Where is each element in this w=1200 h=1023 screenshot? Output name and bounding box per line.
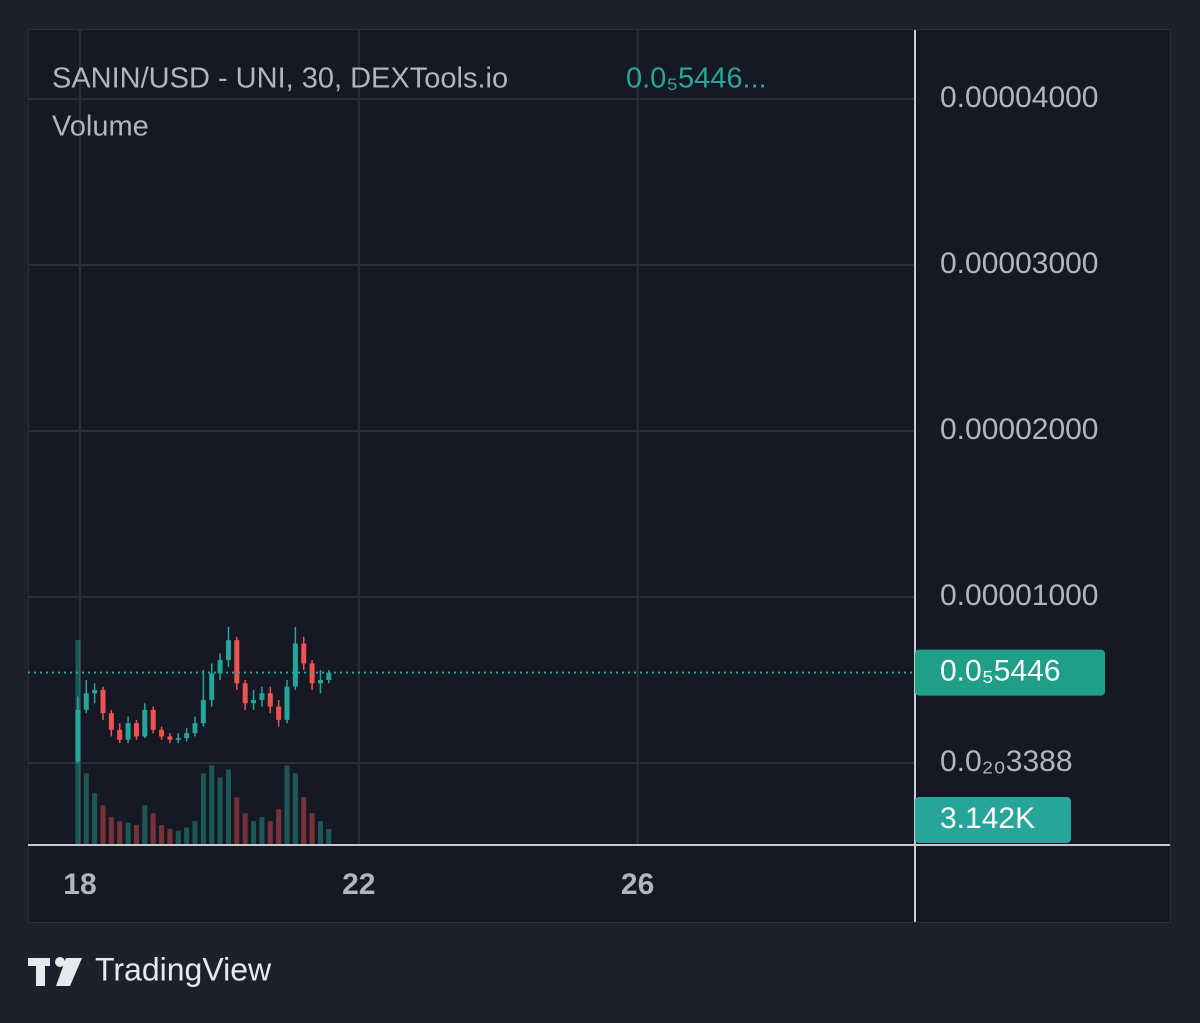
candle-body (92, 689, 98, 694)
candle-body (100, 689, 106, 714)
volume-bar (317, 821, 323, 845)
volume-bar (125, 822, 131, 845)
volume-bar (184, 827, 190, 845)
marks (28, 626, 915, 845)
candle-body (184, 733, 190, 739)
volume-bar (267, 821, 273, 845)
candle-body (292, 643, 298, 687)
candle-body (309, 663, 315, 684)
header-price: 0.0₅5446... (626, 63, 767, 95)
chart-bg (28, 29, 1171, 923)
candle-body (125, 723, 131, 740)
candle-body (175, 738, 181, 740)
candle-body (150, 709, 156, 730)
last-price-tag (915, 649, 1105, 696)
candle-body (234, 640, 240, 684)
candle-body (276, 706, 282, 720)
last-price-label: 0.0₅5446 (940, 655, 1061, 688)
last-volume-tag (915, 797, 1071, 844)
brand-name: TradingView (95, 951, 272, 987)
candle-body (267, 693, 273, 707)
volume-bar (175, 830, 181, 845)
volume-bar (217, 777, 223, 845)
x-tick-label: 26 (621, 868, 654, 901)
volume-bar (83, 773, 89, 845)
last-volume-label: 3.142K (940, 802, 1035, 835)
volume-bar (234, 797, 240, 845)
candle-body (225, 640, 231, 661)
volume-label: Volume (52, 111, 149, 143)
candle-body (317, 680, 323, 684)
brand-logo (28, 957, 82, 986)
x-tick-label: 22 (342, 868, 375, 901)
candle-body (242, 683, 248, 704)
y-tick-label: 0.00002000 (940, 413, 1099, 446)
y-tick-label: 0.00003000 (940, 247, 1099, 280)
volume-bar (209, 765, 215, 845)
candle-body (301, 643, 307, 664)
candle-body (142, 709, 148, 737)
volume-bar (192, 821, 198, 845)
volume-bar (159, 825, 165, 845)
candle-body (209, 673, 215, 700)
candle-body (108, 713, 114, 730)
candle-body (192, 723, 198, 734)
volume-bar (276, 809, 282, 845)
volume-bar (292, 773, 298, 845)
candle-body (117, 729, 123, 740)
y-tick-label: 0.0₂₀3388 (940, 745, 1073, 778)
candle-body (133, 723, 139, 737)
candle-body (200, 699, 206, 724)
volume-bar (92, 793, 98, 845)
y-tick-label: 0.00004000 (940, 81, 1099, 114)
volume-bar (108, 817, 114, 845)
volume-bar (242, 813, 248, 845)
volume-bar (150, 813, 156, 845)
volume-bar (167, 829, 173, 845)
volume-bar (200, 773, 206, 845)
volume-bar (117, 821, 123, 845)
volume-bar (301, 797, 307, 845)
volume-bar (225, 769, 231, 845)
candle-body (83, 693, 89, 710)
grid (28, 30, 915, 845)
candle-body (217, 660, 223, 674)
volume-bar (309, 813, 315, 845)
candle-body (326, 672, 332, 681)
volume-bar (259, 817, 265, 845)
candle-body (284, 686, 290, 720)
volume-bar (100, 805, 106, 845)
volume-bar (284, 765, 290, 845)
volume-bar (142, 805, 148, 845)
candle-body (259, 693, 265, 700)
x-tick-label: 18 (63, 868, 96, 901)
candle-body (75, 709, 81, 762)
chart-title: SANIN/USD - UNI, 30, DEXTools.io (52, 63, 508, 95)
candle-body (159, 729, 165, 737)
y-tick-label: 0.00001000 (940, 579, 1099, 612)
volume-bar (326, 829, 332, 845)
candle-body (251, 699, 257, 704)
volume-bar (251, 821, 257, 845)
volume-bar (133, 825, 139, 845)
candle-body (167, 736, 173, 740)
